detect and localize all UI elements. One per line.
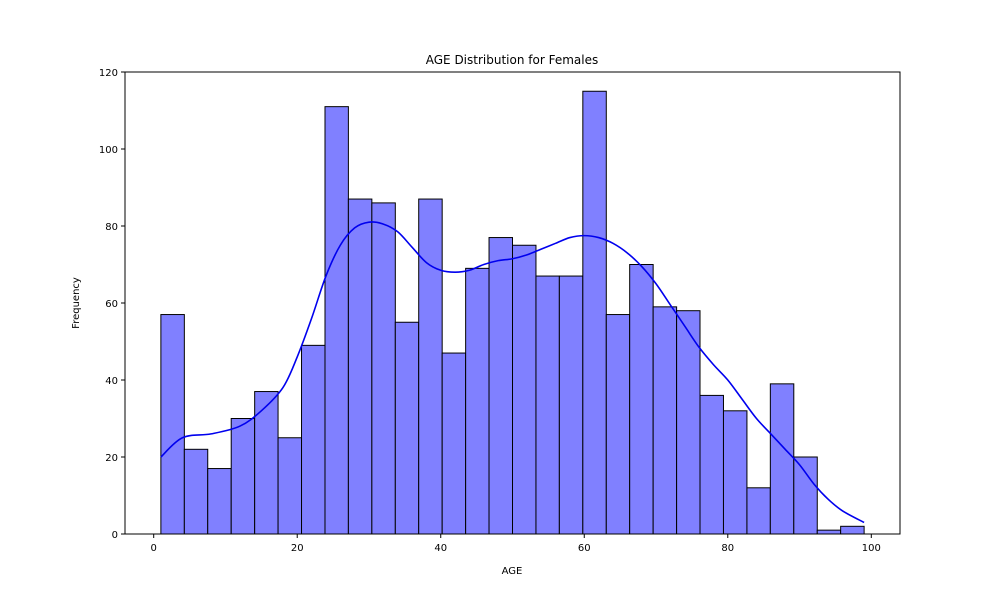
x-tick-label: 0	[151, 543, 157, 554]
x-tick-label: 60	[578, 543, 591, 554]
histogram-bar	[465, 267, 490, 535]
x-tick-label: 20	[291, 543, 304, 554]
y-tick-label: 60	[105, 299, 118, 310]
x-axis-ticks: 0 20 40 60 80 100	[151, 534, 881, 554]
histogram-bar	[488, 237, 514, 535]
histogram-bar	[605, 314, 631, 535]
histogram-bar	[230, 418, 256, 535]
kde-curve	[160, 221, 865, 524]
histogram-bar	[840, 525, 865, 535]
histogram-bar	[347, 198, 373, 535]
histogram-bar	[722, 410, 748, 535]
histogram-bar	[746, 487, 771, 535]
kde-group	[160, 221, 865, 524]
histogram-bar	[793, 456, 818, 535]
x-tick-label: 40	[434, 543, 447, 554]
histogram-bar	[394, 321, 420, 535]
histogram-bar	[582, 90, 607, 535]
histogram-bar	[277, 437, 303, 535]
histogram-bar	[535, 275, 560, 535]
histogram-bar	[769, 383, 795, 535]
histogram-bar	[207, 468, 232, 535]
histogram-bar	[558, 275, 584, 535]
y-tick-label: 80	[105, 222, 118, 233]
y-tick-label: 20	[105, 453, 118, 464]
chart-title: AGE Distribution for Females	[426, 53, 598, 67]
x-tick-label: 80	[721, 543, 734, 554]
y-axis-ticks: 0 20 40 60 80 100 120	[99, 68, 125, 541]
y-tick-label: 0	[112, 530, 118, 541]
x-axis-label: AGE	[502, 566, 523, 577]
histogram-bar	[629, 264, 654, 535]
histogram-bar	[183, 448, 209, 535]
histogram-bar	[441, 352, 467, 535]
histogram-bar	[160, 314, 185, 535]
x-tick-label: 100	[862, 543, 881, 554]
histogram-bar	[652, 306, 678, 535]
histogram-bar	[301, 344, 326, 535]
bars-group	[160, 90, 865, 535]
histogram-bar	[418, 198, 443, 535]
histogram-bar	[371, 202, 396, 535]
y-axis-label: Frequency	[71, 277, 82, 329]
histogram-bar	[324, 106, 349, 535]
y-tick-label: 40	[105, 376, 118, 387]
y-tick-label: 120	[99, 68, 118, 79]
histogram-bar	[699, 394, 724, 535]
histogram-bar	[816, 529, 842, 535]
histogram-bar	[512, 244, 537, 535]
y-tick-label: 100	[99, 145, 118, 156]
